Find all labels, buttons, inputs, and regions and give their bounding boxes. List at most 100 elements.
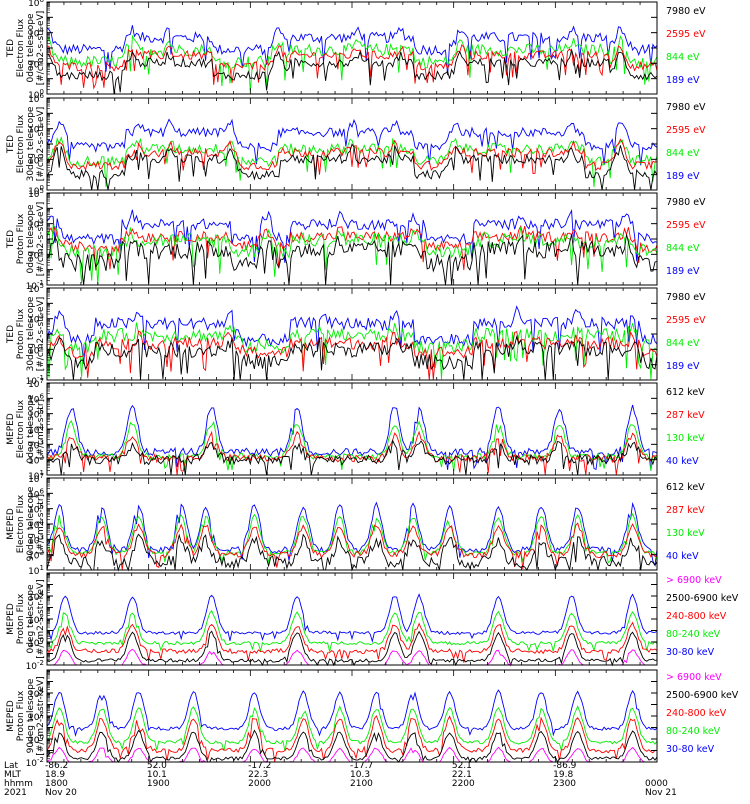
panel-3-series-red bbox=[46, 224, 658, 271]
panel-7-series-green bbox=[46, 609, 658, 653]
y-tick-label: 106 bbox=[28, 487, 44, 500]
legend-entry-red: 2595 eV bbox=[666, 125, 706, 136]
legend-entry-black: 612 keV bbox=[666, 482, 705, 493]
y-tick-label: 102 bbox=[28, 710, 44, 723]
y-tick-label: 100 bbox=[28, 184, 44, 197]
time-axis-row-label: MLT bbox=[4, 770, 22, 780]
y-tick-exponent: 2 bbox=[40, 710, 44, 718]
y-tick-exponent: 7 bbox=[40, 377, 44, 385]
y-tick-label: 107 bbox=[28, 472, 44, 485]
y-tick-exponent: 6 bbox=[40, 92, 45, 100]
y-tick-label: 104 bbox=[28, 687, 44, 700]
y-tick-label: 10-2 bbox=[26, 756, 44, 769]
y-tick-label: 106 bbox=[28, 0, 44, 9]
y-tick-exponent: 3 bbox=[40, 438, 44, 446]
y-tick-base: 10 bbox=[28, 187, 40, 197]
y-tick-label: 100 bbox=[28, 733, 44, 746]
y-tick-exponent: 0 bbox=[40, 184, 44, 192]
y-tick-label: 104 bbox=[28, 423, 44, 436]
y-tick-base: 10 bbox=[28, 426, 40, 436]
y-tick-exponent: 1 bbox=[40, 469, 44, 477]
y-tick-exponent: 4 bbox=[40, 423, 45, 431]
panel-6-series-green bbox=[46, 513, 658, 564]
y-tick-exponent: 4 bbox=[40, 687, 45, 695]
y-tick-base: 10 bbox=[28, 30, 40, 40]
y-tick-label: 101 bbox=[28, 564, 44, 577]
y-axis-label-line: [#/cm2-s-str-eV] bbox=[36, 11, 46, 86]
y-axis-label-line: 30deg telescope bbox=[26, 296, 36, 371]
y-tick-base: 10 bbox=[28, 567, 40, 577]
time-axis-value: 19.8 bbox=[553, 770, 573, 780]
y-axis-label-line: 30deg telescope bbox=[26, 106, 36, 181]
y-tick-exponent: 1 bbox=[40, 343, 44, 351]
time-axis-value: -17.7 bbox=[350, 761, 373, 771]
legend-entry-black: 2500-6900 keV bbox=[666, 593, 739, 604]
legend-entry-red: 2595 eV bbox=[666, 29, 706, 40]
y-tick-label: 100 bbox=[28, 88, 44, 101]
panel-2-series-green bbox=[46, 136, 658, 188]
time-axis-value: 1800 bbox=[45, 779, 68, 789]
y-axis-label-line: Proton Flux bbox=[16, 690, 26, 741]
y-tick-base: 10 bbox=[28, 395, 40, 405]
y-axis-label-line: 0deg telescope bbox=[26, 394, 36, 464]
legend-entry-red: 240-800 keV bbox=[666, 611, 727, 622]
y-tick-base: 10 bbox=[28, 441, 40, 451]
y-tick-exponent: 4 bbox=[40, 518, 45, 526]
y-axis-label-line: TED bbox=[6, 325, 16, 344]
y-axis-label-line: [#/cm2-s-str-keV] bbox=[36, 676, 46, 755]
y-axis-label-line: [#/cm2-s-str-keV] bbox=[36, 579, 46, 658]
panel-1-series-black bbox=[46, 48, 658, 94]
y-tick-exponent: 0 bbox=[40, 88, 44, 96]
y-axis-label-line: MEPED bbox=[6, 700, 16, 732]
y-axis-label-line: 0deg telescope bbox=[26, 584, 36, 654]
time-axis-value: 52.1 bbox=[452, 761, 472, 771]
y-tick-base: 10 bbox=[28, 472, 40, 482]
legend-entry-green: 844 eV bbox=[666, 52, 700, 63]
y-tick-label: 105 bbox=[28, 282, 44, 295]
y-axis-label-line: Proton Flux bbox=[16, 213, 26, 264]
y-tick-label: 104 bbox=[28, 123, 44, 136]
y-tick-base: 10 bbox=[28, 126, 40, 136]
y-axis-label-line: Electron Flux bbox=[16, 399, 26, 458]
legend-entry-black: 7980 eV bbox=[666, 102, 706, 113]
y-tick-exponent: 3 bbox=[40, 218, 44, 226]
y-tick-exponent: 3 bbox=[40, 533, 44, 541]
y-tick-label: 100 bbox=[28, 636, 44, 649]
y-tick-exponent: 5 bbox=[40, 187, 44, 195]
y-tick-base: 10 bbox=[28, 156, 40, 166]
y-tick-base: 10 bbox=[28, 316, 40, 326]
y-tick-label: 106 bbox=[28, 392, 44, 405]
legend-entry-green: 80-240 keV bbox=[666, 629, 721, 640]
y-axis-label-line: MEPED bbox=[6, 603, 16, 635]
time-axis-value: 2200 bbox=[452, 779, 475, 789]
y-tick-exponent: 0 bbox=[40, 733, 44, 741]
time-axis-value: 1900 bbox=[147, 779, 170, 789]
y-axis-label-line: TED bbox=[6, 230, 16, 249]
panel-2-series-blue bbox=[46, 118, 658, 166]
y-tick-label: 103 bbox=[28, 218, 44, 231]
legend-entry-green: 844 eV bbox=[666, 148, 700, 159]
panel-1-series-red bbox=[46, 44, 658, 90]
panel-8-series-blue bbox=[46, 689, 658, 738]
y-tick-base: 10 bbox=[28, 285, 40, 295]
y-axis-label-line: [#/cm2-s-str-eV] bbox=[36, 297, 46, 372]
y-tick-base: 10 bbox=[28, 91, 40, 101]
y-tick-base: 10 bbox=[28, 346, 40, 356]
y-tick-base: 10 bbox=[26, 662, 38, 672]
y-tick-base: 10 bbox=[28, 0, 40, 9]
legend-entry-blue: 30-80 keV bbox=[666, 744, 715, 755]
panel-7-frame bbox=[46, 572, 658, 666]
y-tick-label: 104 bbox=[28, 518, 44, 531]
y-axis-label-line: [#/cm2-s-str-eV] bbox=[36, 202, 46, 277]
panel-5-series-black bbox=[46, 438, 658, 476]
y-tick-label: 105 bbox=[28, 187, 44, 200]
legend-entry-blue: 189 eV bbox=[666, 171, 700, 182]
panel-5-series-green bbox=[46, 419, 658, 472]
